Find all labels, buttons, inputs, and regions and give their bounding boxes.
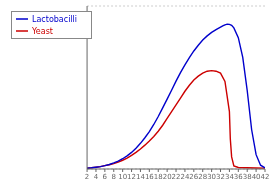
html-text:Yeast: Yeast [32, 26, 53, 36]
svg-text:28: 28 [198, 173, 207, 181]
svg-text:40: 40 [252, 173, 261, 181]
svg-text:38: 38 [243, 173, 252, 181]
svg-text:30: 30 [207, 173, 216, 181]
svg-text:2: 2 [85, 173, 89, 181]
svg-text:12: 12 [127, 173, 136, 181]
svg-text:22: 22 [172, 173, 181, 181]
html-text:Lactobacilli: Lactobacilli [32, 14, 78, 24]
svg-text:4: 4 [94, 173, 99, 181]
svg-text:18: 18 [154, 173, 163, 181]
svg-text:32: 32 [216, 173, 225, 181]
svg-text:8: 8 [112, 173, 116, 181]
html-text:34 36: 34 36 [225, 173, 243, 181]
svg-text:6: 6 [103, 173, 108, 181]
svg-text:10: 10 [118, 173, 127, 181]
html-text:24 26: 24 26 [180, 173, 199, 181]
html-text:14 16: 14 16 [136, 173, 154, 181]
svg-text:42: 42 [261, 173, 267, 181]
svg-text:20: 20 [163, 173, 172, 181]
